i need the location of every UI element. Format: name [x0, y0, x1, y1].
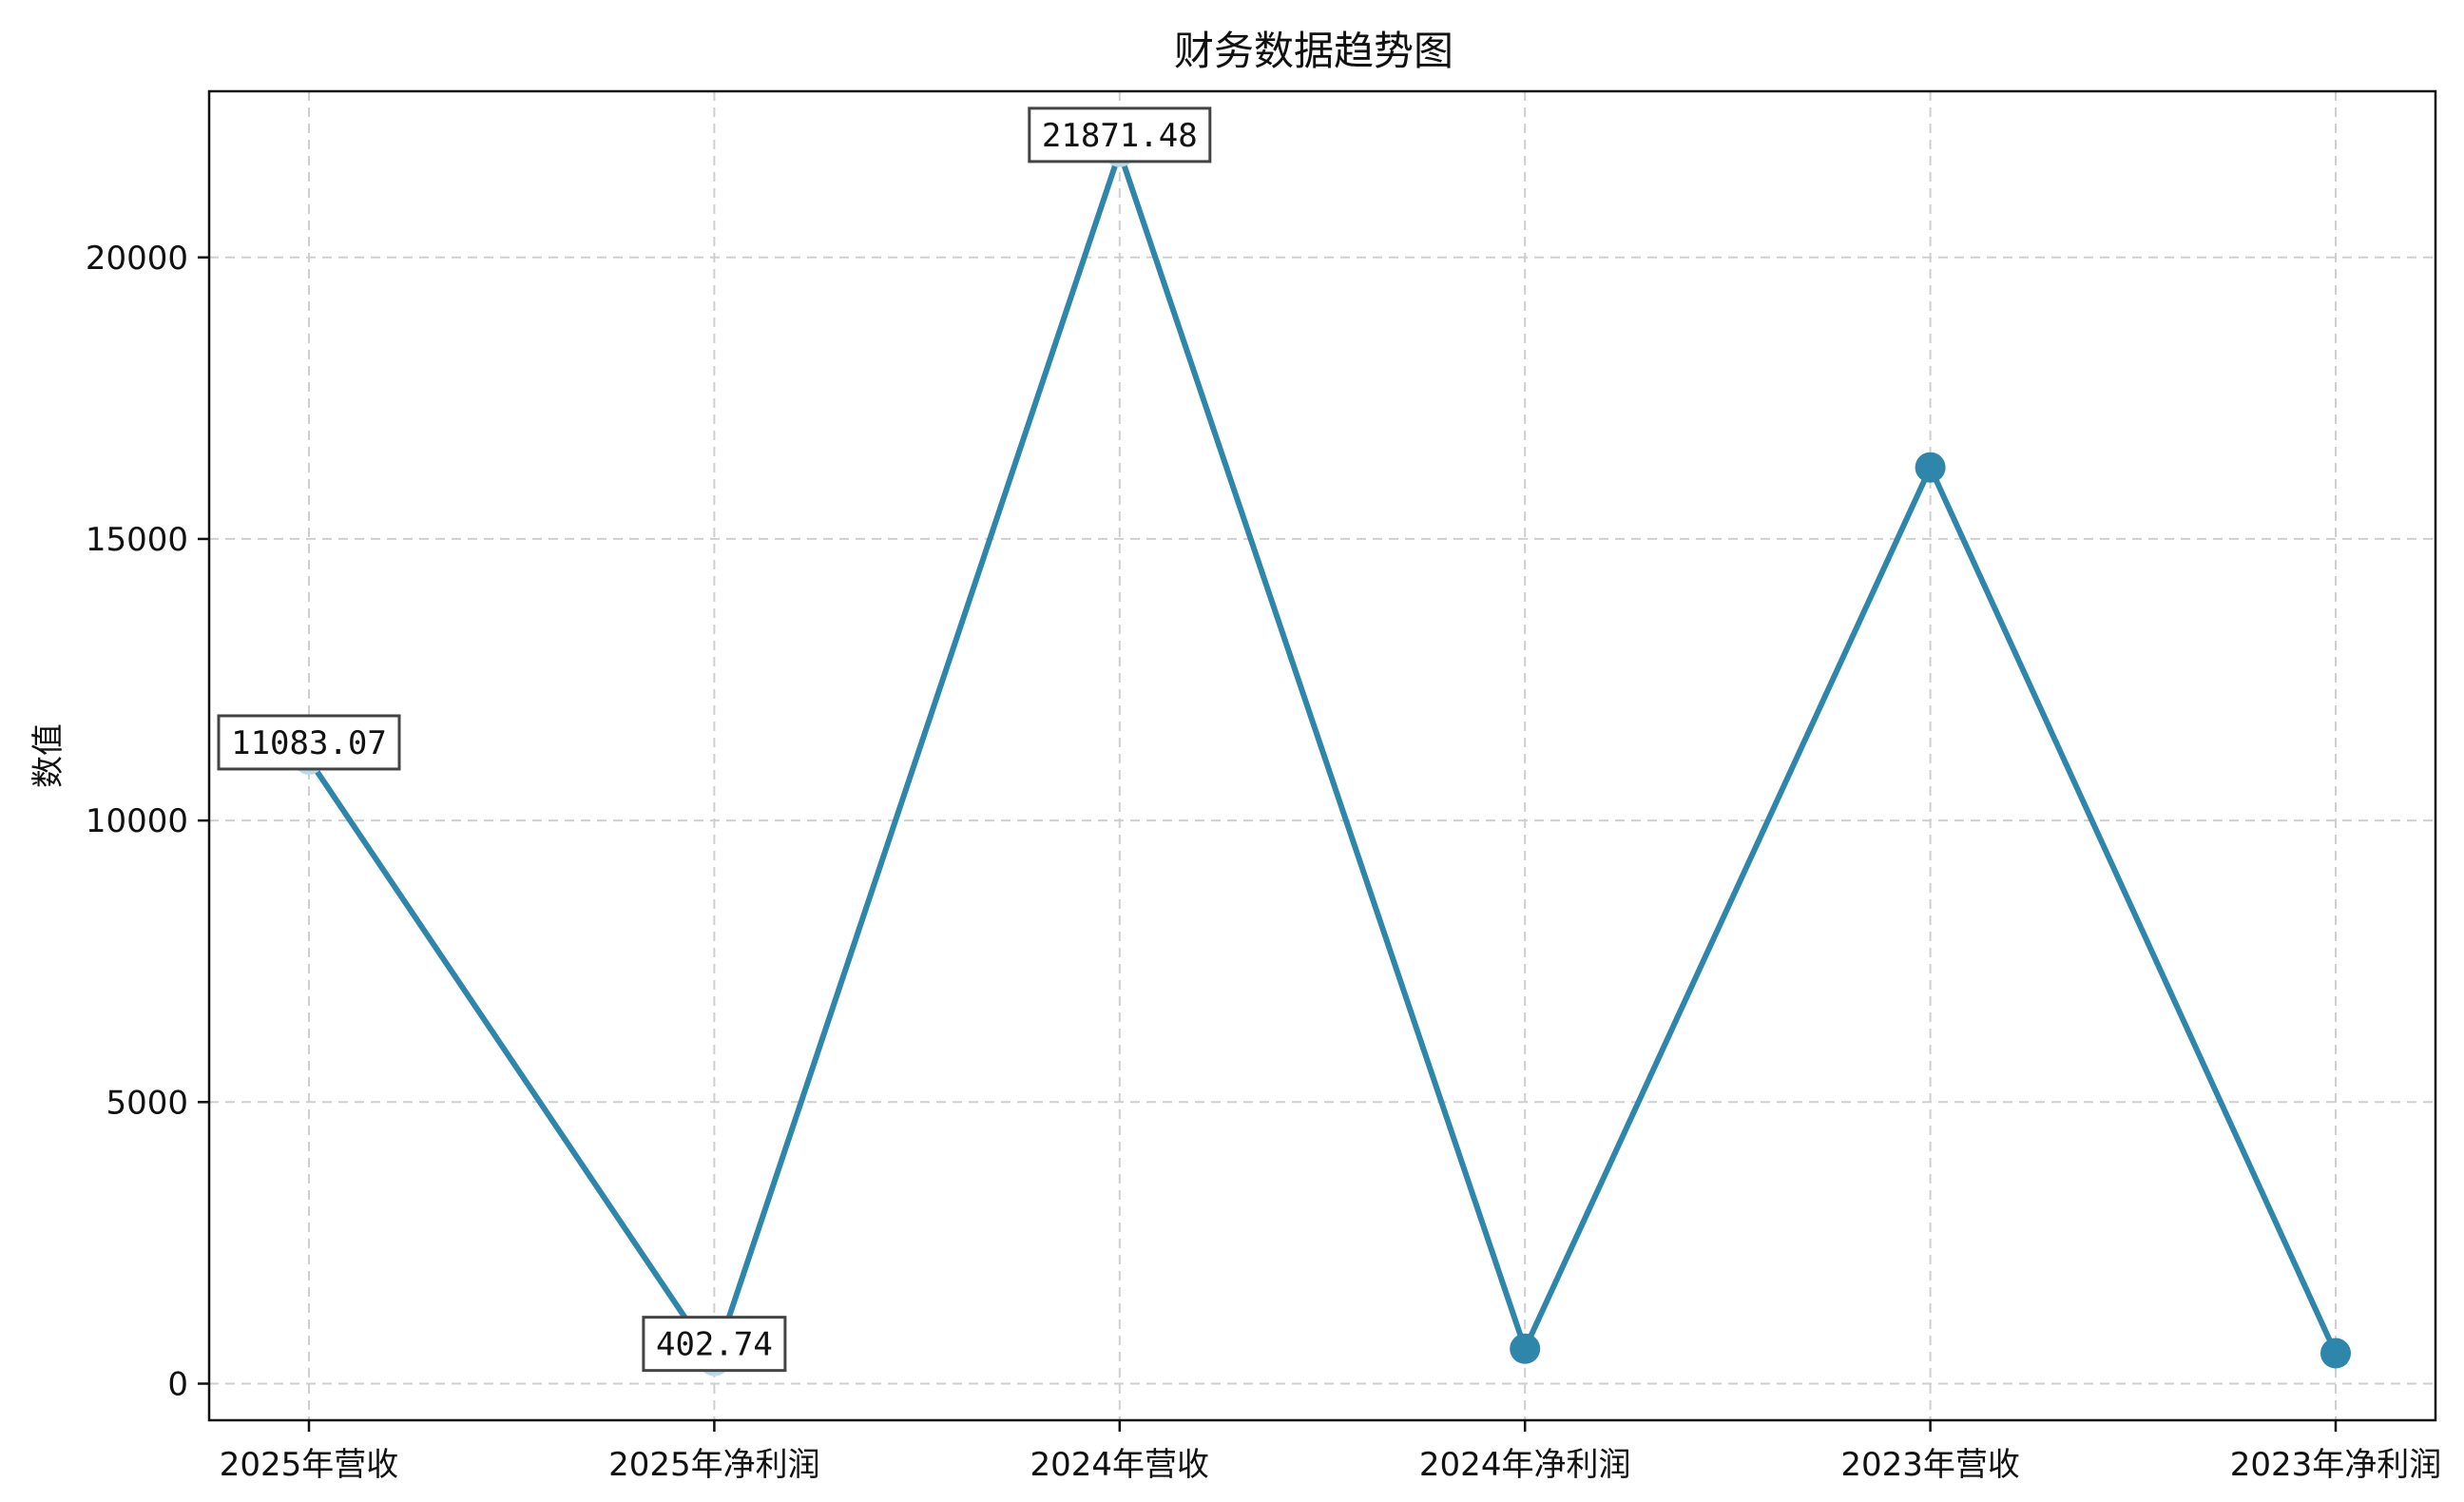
x-tick-label: 2023年营收	[1840, 1446, 2020, 1484]
data-label-box	[1028, 106, 1212, 164]
data-label-text: 11083.07	[231, 724, 387, 762]
y-tick-label: 20000	[86, 240, 188, 278]
series-layer	[294, 136, 2351, 1377]
data-label-text: 21871.48	[1042, 117, 1198, 155]
x-tick-label: 2025年营收	[220, 1446, 399, 1484]
y-tick-label: 5000	[106, 1084, 188, 1122]
data-label: 402.74	[642, 1316, 787, 1373]
data-point	[1510, 1333, 1541, 1364]
data-label-box	[642, 1316, 787, 1373]
x-tick-label: 2025年净利润	[608, 1446, 820, 1484]
axis-layer: 2025年营收 2025年净利润 2024年营收 2024年净利润 2023年营收 202…	[86, 89, 2442, 1484]
y-tick-label: 10000	[86, 802, 188, 840]
data-point	[2320, 1338, 2351, 1369]
data-label: 21871.48	[1028, 106, 1212, 164]
y-tick-label: 0	[167, 1365, 188, 1403]
data-label: 11083.07	[217, 714, 401, 771]
y-tick-label: 15000	[86, 521, 188, 559]
chart-title: 财务数据趋势图	[1174, 28, 1453, 74]
data-label-text: 402.74	[656, 1326, 773, 1364]
grid-layer	[209, 91, 2435, 1420]
y-axis-label: 数值	[29, 723, 67, 788]
series-line	[306, 148, 2339, 1364]
annotation-layer: 11083.07 402.74 21871.48	[217, 106, 1212, 1373]
x-tick-label: 2023年净利润	[2230, 1446, 2442, 1484]
data-label-box	[217, 714, 401, 771]
x-tick-label: 2024年营收	[1030, 1446, 1210, 1484]
plot-frame	[207, 89, 2437, 1422]
data-point	[1915, 452, 1946, 483]
x-tick-label: 2024年净利润	[1419, 1446, 1631, 1484]
